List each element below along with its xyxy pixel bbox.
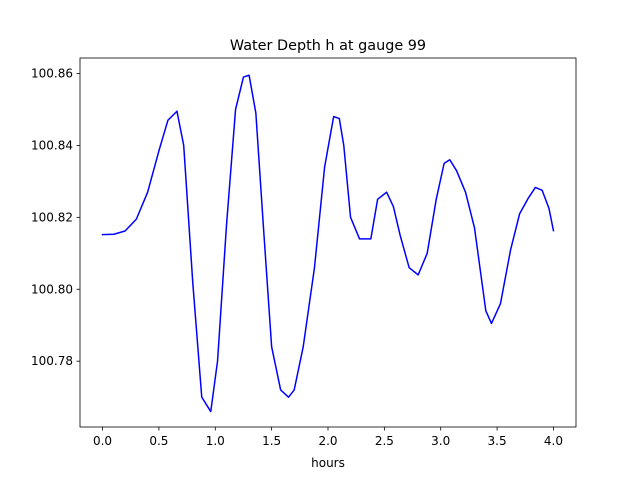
x-tick-label: 1.0 (206, 434, 225, 448)
x-tick-label: 0.5 (149, 434, 168, 448)
y-axis: 100.78 100.80 100.82 100.84 100.86 (31, 66, 80, 368)
x-tick-label: 2.5 (375, 434, 394, 448)
x-tick-label: 0.0 (93, 434, 112, 448)
x-tick-label: 4.0 (544, 434, 563, 448)
y-tick-label: 100.86 (31, 66, 73, 80)
x-axis: 0.0 0.5 1.0 1.5 2.0 2.5 3.0 3.5 4.0 (93, 427, 563, 448)
series-line (101, 74, 555, 413)
x-tick-label: 2.0 (318, 434, 337, 448)
y-tick-label: 100.80 (31, 282, 73, 296)
y-tick-label: 100.82 (31, 210, 73, 224)
chart-title: Water Depth h at gauge 99 (230, 38, 426, 54)
y-tick-label: 100.84 (31, 138, 73, 152)
x-tick-label: 3.5 (488, 434, 507, 448)
plot-area (101, 74, 555, 413)
x-tick-label: 1.5 (262, 434, 281, 448)
x-axis-title: hours (311, 456, 345, 470)
x-tick-label: 3.0 (431, 434, 450, 448)
y-tick-label: 100.78 (31, 354, 73, 368)
